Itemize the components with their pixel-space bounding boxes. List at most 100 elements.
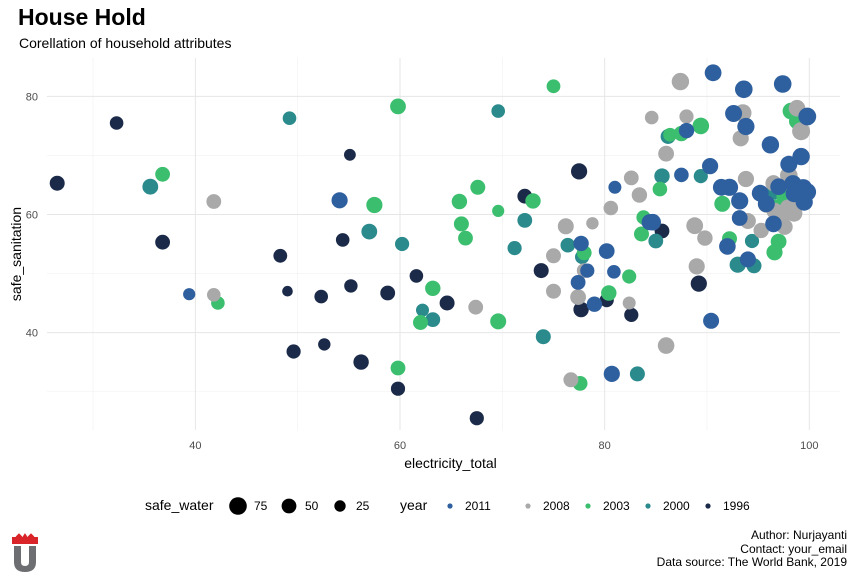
legend-size-key [281, 498, 297, 514]
data-point-1996 [109, 116, 124, 130]
data-point-1996 [409, 269, 424, 283]
data-point-2008 [603, 200, 619, 216]
data-point-2011 [725, 105, 743, 122]
data-point-2011 [678, 122, 695, 139]
legend-size-key [229, 497, 247, 515]
data-point-2011 [798, 107, 817, 126]
data-point-2003 [458, 230, 473, 246]
data-point-2003 [714, 195, 731, 212]
data-point-2003 [663, 127, 677, 142]
data-point-2008 [737, 170, 755, 188]
data-point-2011 [586, 296, 603, 312]
data-point-2008 [679, 109, 694, 124]
data-point-2008 [753, 222, 769, 239]
legend-size-item: 50 [279, 494, 318, 518]
legend-year-dot [447, 503, 453, 509]
data-point-2011 [770, 178, 787, 195]
data-point-2000 [416, 303, 429, 317]
data-point-2008 [688, 258, 705, 275]
x-axis-title: electricity_total [404, 455, 497, 471]
data-point-1996 [344, 279, 358, 293]
data-point-1996 [571, 163, 588, 180]
legend-year-key [585, 503, 591, 509]
x-tick-label: 80 [599, 440, 611, 452]
legend-color-title: year [400, 497, 428, 513]
data-point-2008 [658, 145, 674, 162]
data-point-2008 [785, 204, 803, 222]
legend-size-circle [229, 497, 247, 515]
legend-year-dot [525, 503, 531, 509]
data-point-2000 [361, 223, 378, 240]
legend-year-key [525, 503, 531, 509]
data-point-1996 [469, 411, 484, 426]
data-point-2011 [731, 210, 748, 226]
data-point-2011 [580, 263, 595, 278]
legend-size-item: 25 [330, 494, 369, 518]
x-tick-label: 40 [189, 440, 201, 452]
data-point-2011 [573, 235, 589, 252]
data-point-2011 [674, 167, 689, 183]
y-axis-title: safe_sanitation [8, 207, 24, 301]
data-point-2003 [622, 269, 637, 284]
data-point-2011 [761, 136, 780, 154]
data-point-1996 [353, 354, 369, 370]
legend-size-circle [334, 500, 346, 512]
data-point-2008 [546, 248, 561, 264]
data-point-2008 [563, 372, 579, 388]
data-point-1996 [282, 285, 293, 297]
data-point-2000 [282, 111, 297, 125]
data-point-2011 [598, 243, 615, 259]
data-point-2011 [757, 195, 775, 213]
data-point-1996 [49, 175, 65, 191]
data-point-2008 [686, 217, 704, 235]
data-point-1996 [380, 285, 396, 301]
legend-size-label: 50 [305, 499, 319, 513]
data-point-2011 [608, 180, 622, 194]
data-point-2000 [560, 237, 576, 253]
data-point-2000 [654, 168, 670, 184]
legend-year-item: 2008 [521, 494, 570, 518]
data-point-1996 [155, 234, 171, 250]
data-point-2011 [720, 178, 739, 196]
data-point-2008 [557, 218, 574, 235]
data-point-2003 [490, 313, 507, 330]
legend-year-label: 2008 [543, 499, 570, 513]
data-point-2000 [629, 366, 645, 382]
data-point-1996 [286, 344, 301, 359]
caption: Author: Nurjayanti Contact: your_email D… [657, 528, 847, 570]
legend-size-key [334, 500, 346, 512]
data-point-2008 [586, 217, 599, 230]
legend: safe_water 75 50 25 year 2011 2008 2003 2000 1… [0, 494, 864, 518]
data-point-2011 [183, 288, 196, 301]
legend-year-label: 2011 [465, 499, 491, 513]
data-point-2003 [525, 193, 541, 209]
data-point-2003 [546, 79, 561, 94]
data-point-2008 [468, 299, 484, 315]
data-point-1996 [318, 338, 331, 351]
data-point-2011 [765, 215, 782, 233]
data-point-2008 [546, 283, 561, 299]
data-point-2011 [603, 365, 620, 382]
data-point-1996 [624, 307, 639, 322]
data-point-2000 [142, 178, 159, 195]
data-point-1996 [273, 248, 288, 263]
caption-author: Author: Nurjayanti [750, 528, 847, 542]
legend-year-key [705, 503, 711, 509]
data-point-2008 [644, 110, 659, 125]
data-point-2003 [652, 181, 668, 197]
data-point-2011 [704, 64, 722, 82]
legend-year-item: 1996 [701, 494, 750, 518]
legend-year-item: 2000 [641, 494, 690, 518]
data-point-2008 [792, 122, 811, 141]
y-tick-label: 40 [26, 328, 38, 340]
data-point-2000 [425, 312, 441, 327]
data-point-2000 [744, 233, 760, 249]
data-point-2008 [657, 337, 675, 354]
data-point-2011 [739, 251, 756, 268]
data-point-2008 [623, 170, 639, 186]
data-point-2011 [644, 213, 661, 231]
legend-year-item: 2003 [581, 494, 630, 518]
data-point-2011 [773, 75, 792, 93]
legend-size-item: 75 [228, 494, 267, 518]
data-point-1996 [390, 381, 406, 396]
